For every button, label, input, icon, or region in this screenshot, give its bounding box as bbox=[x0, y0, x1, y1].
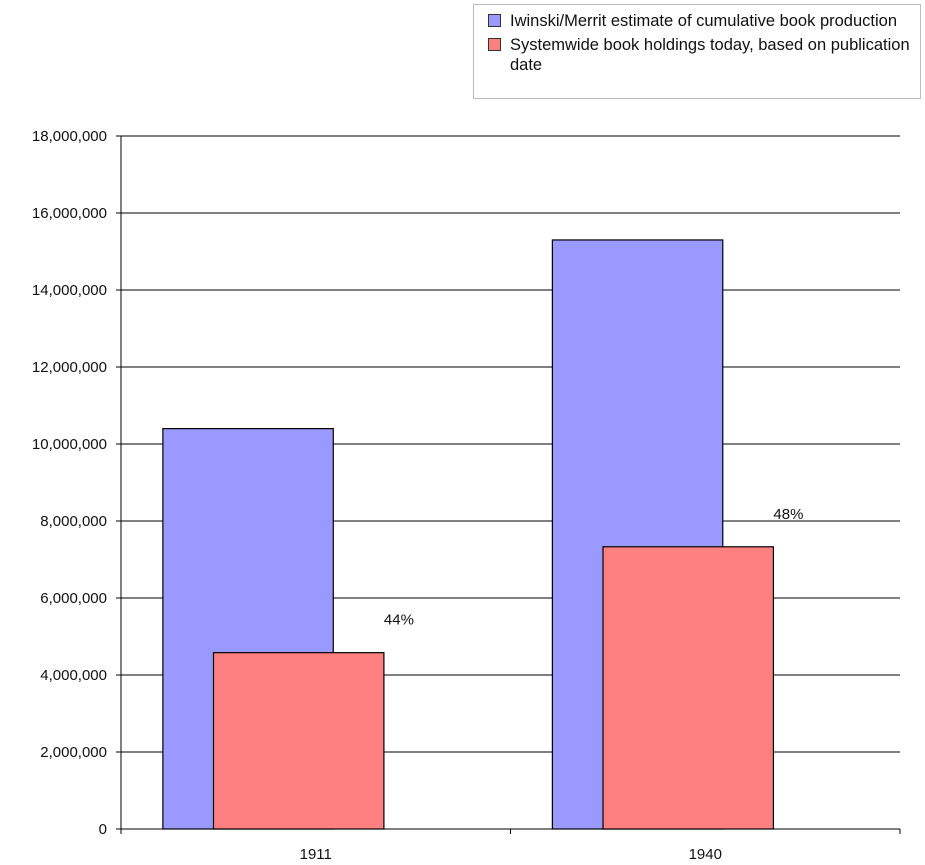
chart-legend: Iwinski/Merrit estimate of cumulative bo… bbox=[473, 4, 921, 99]
y-tick-label: 6,000,000 bbox=[40, 590, 107, 607]
y-tick-label: 2,000,000 bbox=[40, 744, 107, 761]
y-tick-label: 18,000,000 bbox=[32, 128, 107, 145]
bar-1911-series-2 bbox=[212, 652, 385, 830]
legend-item-production: Iwinski/Merrit estimate of cumulative bo… bbox=[488, 11, 912, 31]
x-tick-label: 1940 bbox=[689, 846, 722, 863]
x-tick-label: 1911 bbox=[300, 846, 332, 863]
y-tick-label: 0 bbox=[99, 821, 107, 838]
legend-item-holdings: Systemwide book holdings today, based on… bbox=[488, 35, 912, 75]
percent-annotation: 48% bbox=[773, 506, 803, 523]
legend-label-holdings: Systemwide book holdings today, based on… bbox=[510, 36, 910, 74]
y-tick-label: 14,000,000 bbox=[32, 282, 107, 299]
y-tick-label: 10,000,000 bbox=[32, 436, 107, 453]
y-tick-label: 4,000,000 bbox=[40, 667, 107, 684]
labels: 0 2,000,000 4,000,000 6,000,000 8,000,000 10,… bbox=[32, 128, 804, 863]
y-tick-label: 8,000,000 bbox=[40, 513, 107, 530]
percent-annotation: 44% bbox=[384, 612, 414, 629]
bar-1940-series-2 bbox=[602, 546, 775, 830]
bars bbox=[162, 239, 775, 830]
legend-swatch-production bbox=[488, 14, 501, 27]
legend-swatch-holdings bbox=[488, 38, 501, 51]
legend-label-production: Iwinski/Merrit estimate of cumulative bo… bbox=[510, 12, 897, 30]
y-tick-label: 12,000,000 bbox=[32, 359, 107, 376]
y-tick-label: 16,000,000 bbox=[32, 205, 107, 222]
